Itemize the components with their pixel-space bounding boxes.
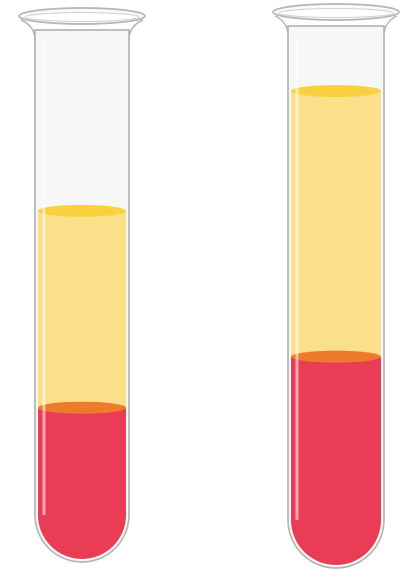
tube-lip-left <box>20 19 144 41</box>
plasma-surface-right <box>291 85 381 98</box>
plasma-surface-left <box>38 204 126 217</box>
tube-lip-right <box>274 15 398 37</box>
red-cell-surface-left <box>38 401 126 414</box>
tube-outline-left <box>34 29 130 563</box>
tube-outline-right <box>287 25 385 569</box>
red-cell-layer-left <box>38 407 126 559</box>
test-tube-left <box>18 7 146 563</box>
tube-rim-inner-left <box>24 12 140 22</box>
red-cell-surface-right <box>291 350 381 363</box>
tube-rim-inner-right <box>278 8 394 18</box>
test-tube-right <box>272 3 400 569</box>
red-cell-layer-right <box>291 356 381 565</box>
